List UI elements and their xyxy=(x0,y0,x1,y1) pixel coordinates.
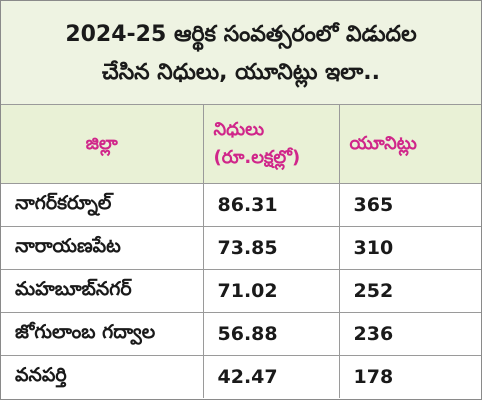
title-line-2: చేసిన నిధులు, యూనిట్లు ఇలా.. xyxy=(102,59,380,85)
district-cell: నారాయణపేట xyxy=(1,226,204,270)
funds-cell: 86.31 xyxy=(203,183,340,227)
title-line-1: 2024-25 ఆర్థిక సంవత్సరంలో విడుదల xyxy=(65,21,417,47)
units-cell: 310 xyxy=(339,226,481,270)
funds-cell: 56.88 xyxy=(203,312,340,356)
table-row: మహబూబ్‌నగర్ 71.02 252 xyxy=(1,269,481,313)
units-cell: 178 xyxy=(339,355,481,398)
funds-cell: 42.47 xyxy=(203,355,340,398)
table-row: వనపర్తి 42.47 178 xyxy=(1,355,481,398)
units-cell: 365 xyxy=(339,183,481,227)
table-row: నాగర్‌కర్నూల్ 86.31 365 xyxy=(1,183,481,227)
district-cell: జోగులాంబ గద్వాల xyxy=(1,312,204,356)
funds-cell: 73.85 xyxy=(203,226,340,270)
header-funds-unit: (రూ.లక్షల్లో) xyxy=(213,147,301,168)
district-cell: వనపర్తి xyxy=(1,355,204,398)
district-cell: మహబూబ్‌నగర్ xyxy=(1,269,204,313)
district-cell: నాగర్‌కర్నూల్ xyxy=(1,183,204,227)
units-cell: 236 xyxy=(339,312,481,356)
table-header-row: జిల్లా నిధులు (రూ.లక్షల్లో) యూనిట్లు xyxy=(1,105,481,184)
table-row: నారాయణపేట 73.85 310 xyxy=(1,226,481,270)
header-funds: నిధులు (రూ.లక్షల్లో) xyxy=(203,105,340,184)
units-cell: 252 xyxy=(339,269,481,313)
title-box: 2024-25 ఆర్థిక సంవత్సరంలో విడుదల చేసిన న… xyxy=(1,1,481,105)
header-district: జిల్లా xyxy=(1,105,204,184)
table-row: జోగులాంబ గద్వాల 56.88 236 xyxy=(1,312,481,356)
funds-cell: 71.02 xyxy=(203,269,340,313)
header-units: యూనిట్లు xyxy=(339,105,481,184)
funds-table: జిల్లా నిధులు (రూ.లక్షల్లో) యూనిట్లు నాగ… xyxy=(1,105,481,398)
header-funds-label: నిధులు xyxy=(213,119,265,140)
